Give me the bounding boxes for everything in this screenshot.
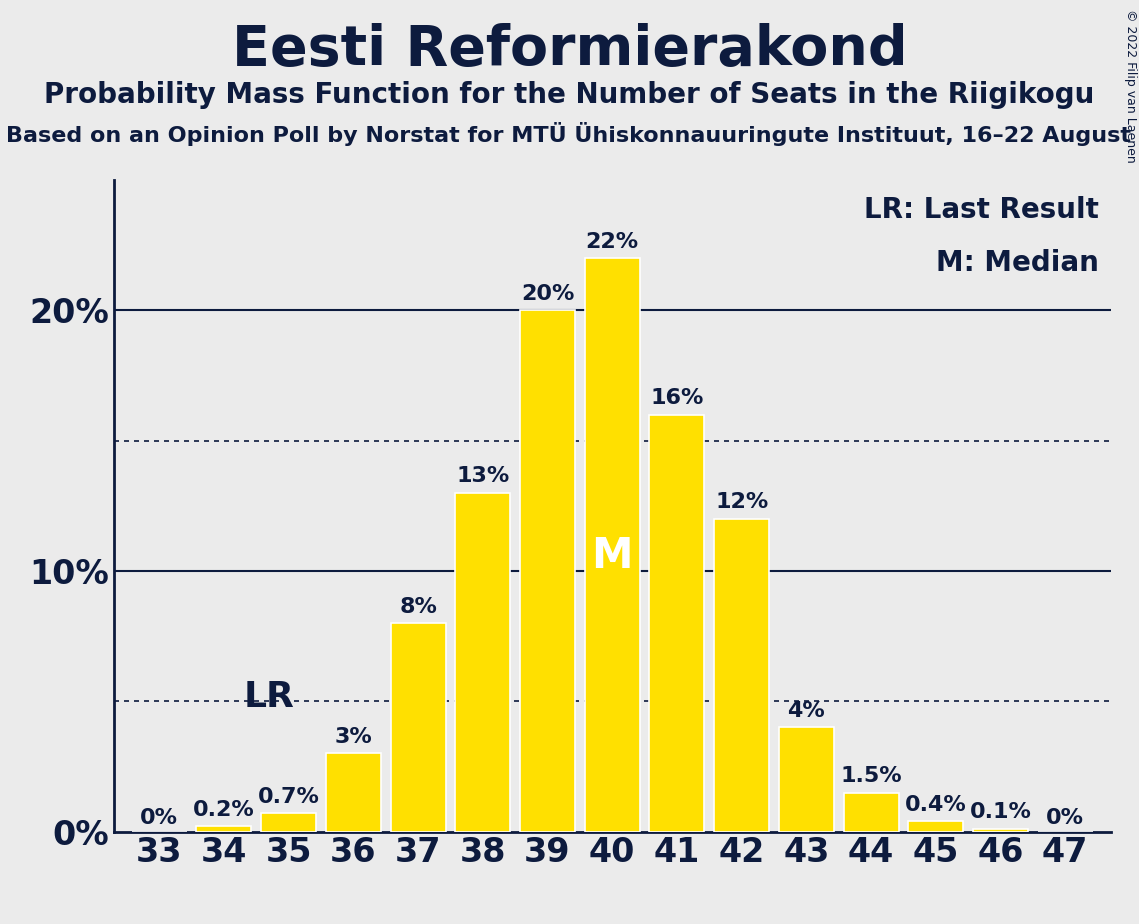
Text: 0%: 0% (1047, 808, 1084, 828)
Text: 0%: 0% (140, 808, 178, 828)
Text: 4%: 4% (787, 701, 826, 721)
Text: © 2022 Filip van Laenen: © 2022 Filip van Laenen (1124, 9, 1137, 163)
Text: 1.5%: 1.5% (841, 766, 902, 786)
Bar (714, 519, 769, 832)
Text: LR: Last Result: LR: Last Result (863, 197, 1098, 225)
Bar (908, 821, 964, 832)
Text: 20%: 20% (521, 284, 574, 304)
Text: 22%: 22% (585, 232, 639, 252)
Text: 0.4%: 0.4% (904, 795, 967, 815)
Text: Probability Mass Function for the Number of Seats in the Riigikogu: Probability Mass Function for the Number… (44, 81, 1095, 109)
Text: LR: LR (244, 680, 294, 714)
Text: M: Median: M: Median (936, 249, 1098, 276)
Text: 0.2%: 0.2% (192, 800, 255, 820)
Bar (649, 415, 704, 832)
Text: 13%: 13% (456, 467, 509, 486)
Text: 8%: 8% (399, 597, 437, 616)
Bar (261, 813, 317, 832)
Bar (196, 826, 252, 832)
Text: M: M (591, 535, 633, 578)
Bar (391, 623, 445, 832)
Bar (779, 727, 834, 832)
Text: 0.7%: 0.7% (257, 787, 320, 807)
Bar (584, 259, 640, 832)
Bar (456, 492, 510, 832)
Bar (973, 829, 1029, 832)
Text: 16%: 16% (650, 388, 704, 408)
Bar (326, 753, 380, 832)
Text: 3%: 3% (335, 727, 372, 747)
Bar (521, 310, 575, 832)
Text: Eesti Reformierakond: Eesti Reformierakond (231, 23, 908, 77)
Text: 0.1%: 0.1% (969, 802, 1032, 822)
Text: Based on an Opinion Poll by Norstat for MTÜ Ühiskonnauuringute Instituut, 16–22 : Based on an Opinion Poll by Norstat for … (6, 122, 1139, 146)
Bar (844, 793, 899, 832)
Text: 12%: 12% (715, 492, 769, 513)
